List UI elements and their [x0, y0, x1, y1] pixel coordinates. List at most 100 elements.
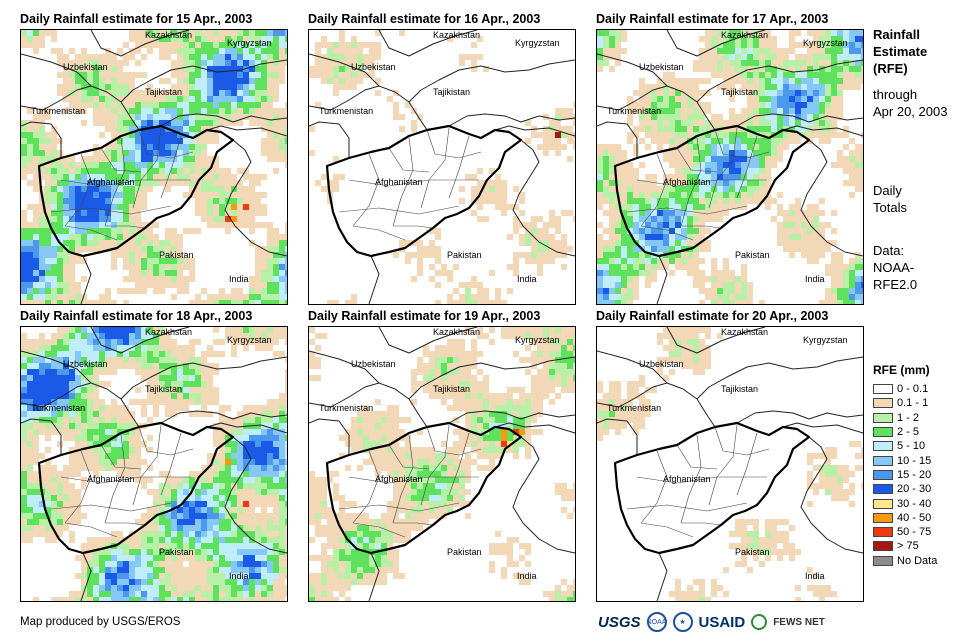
rainfall-cells: [597, 30, 863, 304]
province-boundary: [388, 444, 430, 470]
legend-swatch: [873, 441, 893, 452]
legend-item: 30 - 40: [873, 496, 937, 510]
province-boundary: [626, 205, 748, 215]
province-boundary: [636, 476, 767, 484]
country-border: [160, 410, 287, 424]
province-boundary: [348, 179, 479, 187]
country-border: [80, 552, 92, 601]
country-border: [597, 121, 638, 158]
province-boundary: [426, 129, 482, 159]
rainfall-cells: [21, 30, 287, 304]
fews-globe-icon: [751, 614, 768, 630]
legend-swatch: [873, 555, 893, 566]
province-boundary: [352, 153, 380, 227]
place-label: Turkmenistan: [31, 403, 85, 413]
province-boundary: [352, 225, 406, 241]
legend-label: 0.1 - 1: [897, 397, 929, 410]
legend-swatch: [873, 384, 893, 395]
country-border: [696, 356, 863, 400]
province-boundary: [640, 153, 668, 227]
rainfall-cells: [309, 30, 575, 304]
country-border: [448, 410, 575, 424]
province-boundary: [352, 450, 380, 524]
place-label: Uzbekistan: [351, 62, 396, 72]
country-border: [782, 422, 863, 434]
province-boundary: [105, 522, 146, 526]
map-panel-20-apr: Daily Rainfall estimate for 20 Apr., 200…: [596, 309, 864, 603]
legend-label: 0 - 0.1: [897, 383, 929, 396]
place-label: Turkmenistan: [607, 106, 661, 116]
daily-line: Totals: [873, 200, 907, 215]
legend-item: 5 - 10: [873, 439, 937, 453]
panel-title: Daily Rainfall estimate for 19 Apr., 200…: [308, 309, 541, 323]
country-border: [21, 350, 92, 384]
province-boundary: [348, 476, 479, 484]
province-boundary: [681, 522, 722, 526]
panel-title: Daily Rainfall estimate for 18 Apr., 200…: [20, 309, 253, 323]
legend-title: RFE (mm): [873, 363, 930, 377]
place-label: Kyrgyzstan: [515, 38, 560, 48]
place-label: Uzbekistan: [639, 359, 684, 369]
country-border: [368, 552, 380, 601]
country-border: [656, 255, 668, 304]
credit-text: Map produced by USGS/EROS: [20, 616, 181, 628]
province-boundary: [680, 434, 702, 524]
place-label: India: [805, 571, 825, 581]
legend-item: No Data: [873, 554, 937, 568]
place-label: Turkmenistan: [319, 403, 373, 413]
title-line: (RFE): [873, 61, 908, 76]
country-border: [656, 552, 668, 601]
rainfall-cells: [597, 327, 863, 601]
legend-swatch: [873, 512, 893, 523]
country-border: [206, 422, 287, 434]
place-label: Kyrgyzstan: [803, 38, 848, 48]
data-line: NOAA-: [873, 260, 915, 275]
place-label: Turkmenistan: [607, 403, 661, 413]
legend-item: > 75: [873, 539, 937, 553]
country-border: [21, 121, 62, 158]
place-label: Kyrgyzstan: [515, 335, 560, 345]
country-border: [800, 139, 863, 257]
legend-label: 5 - 10: [897, 440, 926, 453]
province-boundary: [132, 127, 162, 209]
country-border: [309, 418, 350, 455]
place-label: Pakistan: [735, 250, 770, 260]
province-boundary: [681, 225, 722, 229]
legend-label: 10 - 15: [897, 454, 932, 467]
subtitle-line: through: [873, 87, 918, 102]
daily-line: Daily: [873, 183, 902, 198]
place-label: Kazakhstan: [433, 327, 480, 337]
province-boundary: [640, 450, 668, 524]
province-boundary: [708, 424, 738, 506]
panel-title: Daily Rainfall estimate for 17 Apr., 200…: [596, 12, 829, 26]
afghanistan-border: [613, 124, 811, 258]
province-boundary: [708, 127, 738, 209]
usaid-logo: USAID: [698, 613, 746, 631]
country-border: [90, 327, 190, 354]
rainfall-cells: [309, 327, 575, 601]
place-label: Tajikistan: [721, 384, 758, 394]
afghanistan-border: [613, 421, 811, 555]
legend-swatch: [873, 455, 893, 466]
place-label: Afghanistan: [87, 474, 135, 484]
fews-net-logo: FEWS NET: [773, 616, 825, 628]
legend-label: 50 - 75: [897, 526, 932, 539]
place-label: Tajikistan: [145, 384, 182, 394]
country-border: [309, 53, 380, 87]
legend-label: 30 - 40: [897, 497, 932, 510]
province-boundary: [636, 179, 767, 187]
province-boundary: [736, 432, 758, 496]
place-label: Kazakhstan: [721, 327, 768, 337]
province-boundary: [100, 147, 142, 173]
place-label: Uzbekistan: [63, 359, 108, 369]
country-border: [597, 418, 638, 455]
place-label: Pakistan: [447, 547, 482, 557]
panel-title: Daily Rainfall estimate for 16 Apr., 200…: [308, 12, 541, 26]
data-line: Data:: [873, 243, 905, 258]
province-boundary: [50, 502, 172, 512]
province-boundary: [388, 147, 430, 173]
province-boundary: [640, 225, 694, 241]
rainfall-map: Kazakhstan Kyrgyzstan Uzbekistan Tajikistan…: [308, 29, 576, 305]
